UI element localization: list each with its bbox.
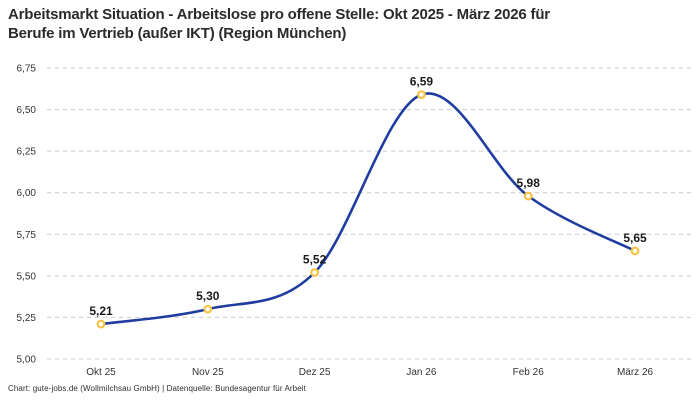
- data-point-label: 6,59: [410, 75, 434, 89]
- x-tick-label: Dez 25: [299, 367, 331, 378]
- series-line: [99, 92, 637, 326]
- chart-title-line2: Berufe im Vertrieb (außer IKT) (Region M…: [8, 25, 347, 42]
- x-tick-label: Feb 26: [513, 367, 545, 378]
- y-tick-label: 6,75: [17, 64, 37, 75]
- x-tick-label: Nov 25: [192, 367, 224, 378]
- data-point-marker: [630, 246, 640, 256]
- data-point-label: 5,30: [196, 289, 220, 303]
- x-tick-label: Okt 25: [86, 367, 116, 378]
- data-point-marker: [523, 191, 533, 201]
- x-tick-label: März 26: [617, 367, 654, 378]
- y-tick-label: 5,75: [17, 230, 37, 241]
- data-point-label: 5,65: [623, 231, 647, 245]
- chart-attribution: Chart: gute-jobs.de (Wollmilchsau GmbH) …: [8, 384, 306, 393]
- y-tick-label: 5,00: [17, 355, 37, 366]
- y-tick-label: 6,00: [17, 188, 37, 199]
- data-point-marker: [310, 268, 320, 277]
- data-point-marker: [203, 304, 213, 314]
- chart-title: Arbeitsmarkt Situation - Arbeitslose pro…: [8, 5, 658, 43]
- y-tick-label: 5,25: [17, 313, 37, 324]
- data-point-label: 5,98: [517, 176, 541, 190]
- data-point-label: 5,52: [303, 253, 327, 267]
- chart-title-line1: Arbeitsmarkt Situation - Arbeitslose pro…: [8, 6, 550, 23]
- y-tick-label: 5,50: [17, 271, 37, 282]
- x-tick-label: Jan 26: [406, 367, 436, 378]
- y-tick-label: 6,50: [17, 105, 37, 116]
- data-point-marker: [96, 319, 106, 329]
- data-point-marker: [417, 90, 426, 100]
- y-tick-label: 6,25: [17, 147, 37, 158]
- data-point-label: 5,21: [89, 304, 113, 318]
